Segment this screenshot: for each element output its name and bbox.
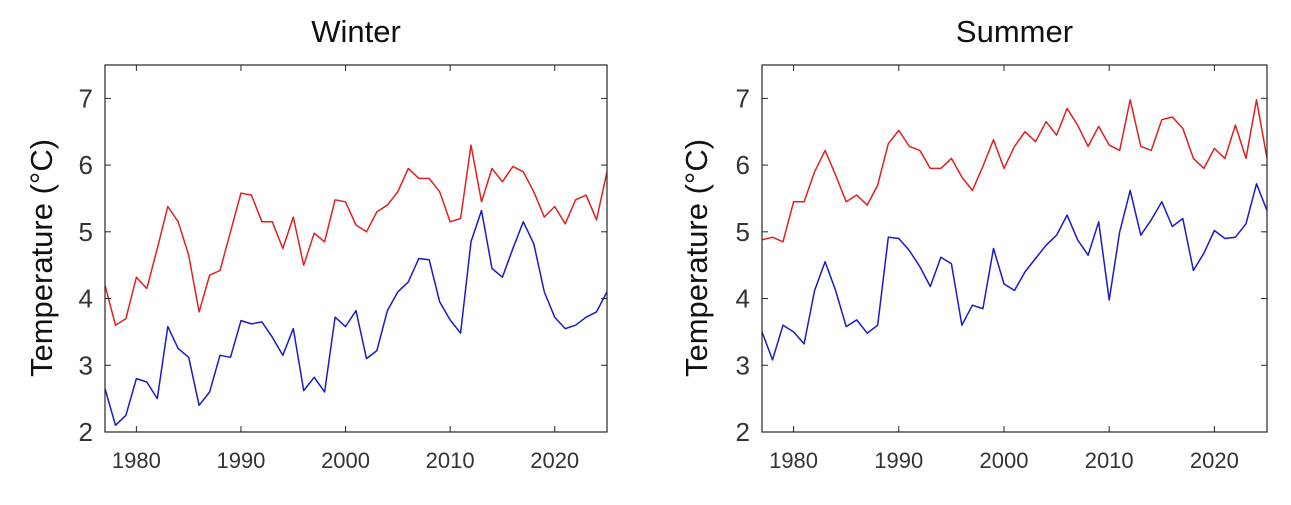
series-line-1 (105, 209, 607, 427)
series-line-0 (105, 144, 607, 326)
plot-frame (104, 64, 608, 433)
y-tick-label: 3 (736, 350, 750, 380)
y-tick-label: 6 (736, 150, 750, 180)
y-tick-label: 4 (736, 284, 750, 314)
x-tick-label: 1980 (112, 448, 161, 473)
x-tick-label: 2000 (980, 448, 1029, 473)
series-line-1 (762, 183, 1267, 361)
plot-frame (761, 64, 1268, 433)
y-tick-label: 5 (736, 217, 750, 247)
y-tick-label: 6 (79, 150, 93, 180)
y-tick-label: 7 (736, 83, 750, 113)
x-tick-label: 1990 (874, 448, 923, 473)
x-tick-label: 2010 (426, 448, 475, 473)
winter-chart-panel: Winter Temperature (°C) 2 3 4 5 6 7 1980 1990 20… (0, 0, 640, 505)
x-tick-label: 1980 (769, 448, 818, 473)
chart-title: Winter (311, 14, 401, 49)
chart-title: Summer (955, 14, 1074, 49)
series-line-0 (762, 98, 1267, 243)
y-tick-label: 7 (79, 83, 93, 113)
x-tick-label: 2020 (530, 448, 579, 473)
x-tick-label: 2010 (1085, 448, 1134, 473)
winter-chart: 2 3 4 5 6 7 1980 1990 2000 2010 2020 (79, 64, 608, 473)
summer-chart-panel: Summer Temperature (°C) 2 3 4 5 6 7 1980 1990 20… (655, 0, 1291, 505)
x-tick-label: 1990 (216, 448, 265, 473)
y-tick-label: 4 (79, 284, 93, 314)
y-tick-label: 5 (79, 217, 93, 247)
y-tick-label: 3 (79, 350, 93, 380)
x-tick-label: 2000 (321, 448, 370, 473)
y-tick-label: 2 (736, 417, 750, 447)
y-tick-label: 2 (79, 417, 93, 447)
x-tick-label: 2020 (1190, 448, 1239, 473)
summer-chart: 2 3 4 5 6 7 1980 1990 2000 2010 2020 (736, 64, 1268, 473)
